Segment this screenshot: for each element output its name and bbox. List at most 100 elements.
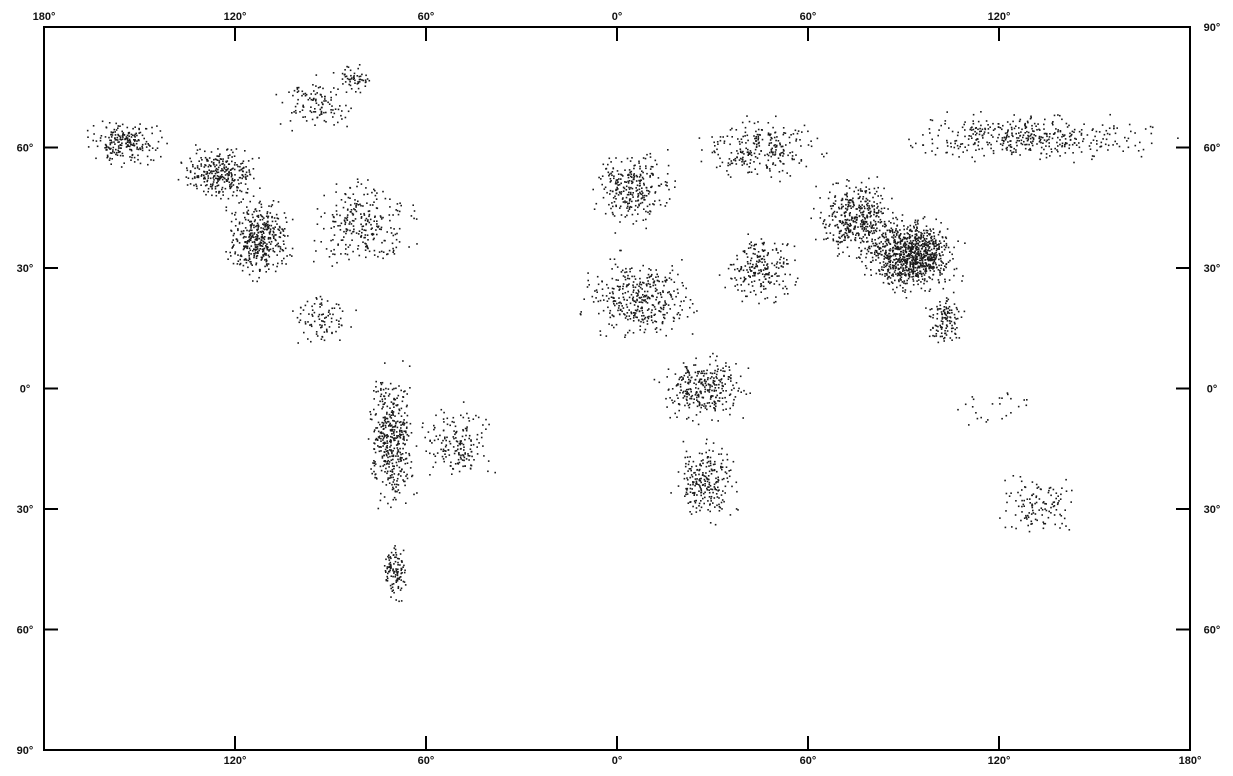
observation-point <box>396 451 399 453</box>
observation-point <box>841 206 843 208</box>
observation-point <box>413 217 415 220</box>
observation-point <box>638 160 640 163</box>
observation-point <box>630 173 633 175</box>
observation-point <box>398 600 400 603</box>
observation-point <box>726 477 729 479</box>
observation-point <box>386 253 388 256</box>
observation-point <box>228 163 231 165</box>
observation-point <box>616 302 618 305</box>
observation-point <box>774 164 777 166</box>
observation-point <box>690 390 692 393</box>
observation-point <box>878 252 881 255</box>
observation-point <box>390 414 392 417</box>
observation-point <box>115 139 118 141</box>
observation-point <box>268 233 271 235</box>
observation-point <box>908 246 911 248</box>
observation-point <box>111 158 113 160</box>
observation-point <box>724 370 726 373</box>
observation-point <box>699 480 702 482</box>
observation-point <box>897 253 899 255</box>
observation-point <box>462 455 465 457</box>
observation-point <box>691 465 693 468</box>
observation-point <box>156 125 158 127</box>
observation-point <box>203 190 205 193</box>
observation-point <box>228 171 230 174</box>
observation-point <box>629 160 632 162</box>
observation-point <box>682 440 685 443</box>
observation-point <box>364 85 367 87</box>
observation-point <box>285 216 287 219</box>
observation-point <box>735 279 738 281</box>
observation-point <box>462 416 465 419</box>
observation-point <box>123 162 125 164</box>
observation-point <box>397 449 399 451</box>
observation-point <box>352 225 355 227</box>
observation-point <box>367 210 370 213</box>
observation-point <box>406 426 408 429</box>
observation-point <box>868 233 870 236</box>
observation-point <box>917 223 919 225</box>
observation-point <box>343 236 345 238</box>
observation-point <box>910 249 913 251</box>
observation-point <box>700 160 703 163</box>
observation-point <box>896 247 899 249</box>
observation-point <box>211 184 214 187</box>
observation-point <box>192 165 194 168</box>
observation-point <box>375 477 378 479</box>
observation-point <box>703 372 706 375</box>
observation-point <box>463 459 465 462</box>
observation-point <box>838 230 841 233</box>
observation-point <box>637 292 639 295</box>
observation-point <box>880 207 883 210</box>
observation-point <box>710 468 713 471</box>
observation-point <box>711 376 713 378</box>
observation-point <box>229 184 231 186</box>
observation-point <box>132 142 135 145</box>
observation-point <box>627 180 629 183</box>
observation-point <box>213 163 215 166</box>
observation-point <box>266 259 268 262</box>
observation-point <box>696 478 698 480</box>
observation-point <box>405 452 407 454</box>
observation-point <box>933 237 936 240</box>
observation-point <box>885 224 887 227</box>
observation-point <box>632 320 635 322</box>
observation-point <box>823 220 825 223</box>
observation-point <box>320 94 322 96</box>
observation-point <box>291 255 293 257</box>
observation-point <box>325 248 328 250</box>
observation-point <box>650 316 653 318</box>
observation-point <box>778 275 780 277</box>
observation-point <box>664 304 666 306</box>
observation-point <box>610 296 613 298</box>
observation-point <box>312 98 315 101</box>
observation-point <box>236 239 239 241</box>
observation-point <box>719 392 721 394</box>
observation-point <box>775 139 777 142</box>
observation-point <box>875 212 878 214</box>
observation-point <box>691 333 694 335</box>
observation-point <box>721 478 724 481</box>
observation-point <box>637 319 640 321</box>
observation-point <box>638 285 640 287</box>
observation-point <box>281 101 284 104</box>
observation-point <box>764 274 766 276</box>
observation-point <box>615 205 617 208</box>
observation-point <box>686 396 688 398</box>
observation-point <box>748 266 751 269</box>
observation-point <box>389 407 391 409</box>
observation-point <box>885 242 888 245</box>
observation-point <box>252 195 255 197</box>
observation-point <box>360 217 363 219</box>
observation-point <box>721 397 724 399</box>
observation-point <box>411 474 414 477</box>
observation-point <box>244 258 247 260</box>
observation-point <box>940 264 943 266</box>
observation-point <box>159 130 162 132</box>
observation-point <box>688 374 691 376</box>
observation-point <box>697 387 700 390</box>
observation-point <box>671 328 673 330</box>
observation-point <box>659 328 662 331</box>
observation-point <box>485 418 487 421</box>
observation-point <box>729 163 731 166</box>
